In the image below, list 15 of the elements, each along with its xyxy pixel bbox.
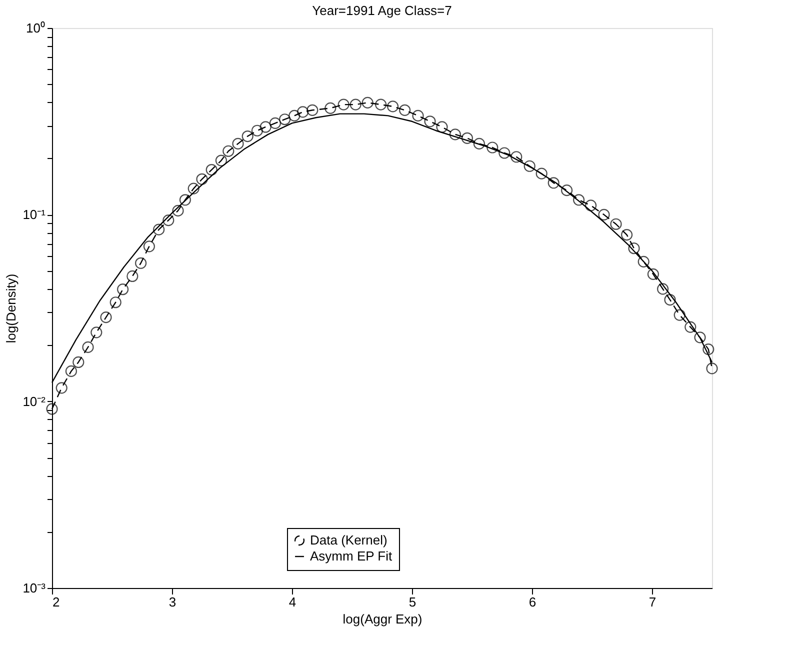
y-tick-label: 10⁻¹ <box>22 207 46 222</box>
y-tick-label: 10⁻³ <box>22 580 46 596</box>
x-tick-label: 6 <box>528 594 536 610</box>
x-tick-label: 7 <box>648 594 656 610</box>
chart-title: Year=1991 Age Class=7 <box>312 3 452 18</box>
y-tick-label: 10⁰ <box>26 20 46 36</box>
legend-label: Data (Kernel) <box>310 532 388 548</box>
y-tick-label: 10⁻² <box>22 394 46 409</box>
x-tick-label: 3 <box>168 594 176 610</box>
legend-label: Asymm EP Fit <box>310 548 392 564</box>
x-axis-title: log(Aggr Exp) <box>342 612 422 626</box>
y-axis-title: log(Density) <box>4 274 19 344</box>
x-tick-label: 5 <box>408 594 416 610</box>
x-tick-label: 4 <box>288 594 296 610</box>
x-tick-label: 2 <box>52 594 60 610</box>
